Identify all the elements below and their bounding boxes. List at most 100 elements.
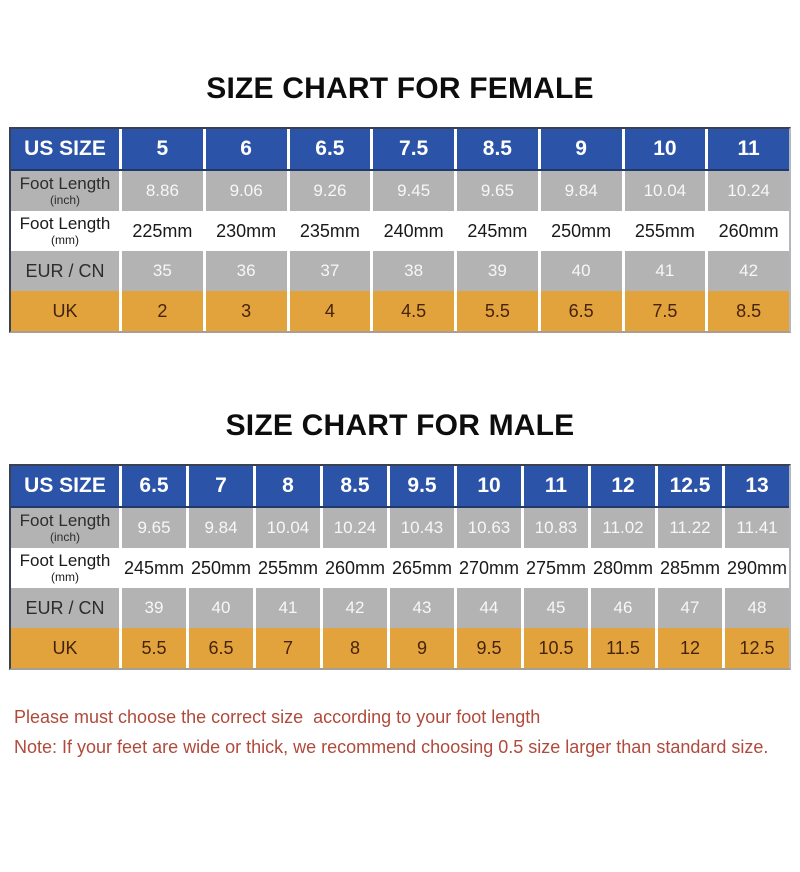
- row-label: Foot Length (inch): [11, 171, 119, 211]
- size-value-cell: 270mm: [454, 548, 521, 588]
- size-value-cell: 5: [119, 129, 203, 169]
- size-value-cell: 10: [454, 466, 521, 506]
- row-label-text: Foot Length: [19, 511, 111, 531]
- size-value-cell: 9.45: [370, 171, 454, 211]
- row-label-text: Foot Length: [19, 551, 111, 571]
- size-value-cell: 10: [621, 129, 706, 169]
- row-label-text: Foot Length: [19, 214, 111, 234]
- size-value-cell: 12: [588, 466, 655, 506]
- size-value-cell: 10.63: [454, 508, 521, 548]
- size-value-cell: 11.02: [588, 508, 655, 548]
- male-size-table: US SIZE 6.5 7 8 8.5 9.5 10 11 12 12.5 13 Foot Lengt…: [9, 464, 791, 670]
- size-value-cell: 10.24: [705, 171, 789, 211]
- table-row-eur-cn: EUR / CN 39 40 41 42 43 44 45 46 47 48: [11, 588, 789, 628]
- size-value-cell: 260mm: [705, 211, 789, 251]
- table-row-uk: UK 2 3 4 4.5 5.5 6.5 7.5 8.5: [11, 291, 789, 331]
- size-value-cell: 11: [705, 129, 789, 169]
- size-value-cell: 290mm: [722, 548, 789, 588]
- size-value-cell: 45: [521, 588, 588, 628]
- size-value-cell: 280mm: [588, 548, 655, 588]
- size-value-cell: 9.06: [202, 171, 287, 211]
- row-label: US SIZE: [11, 466, 119, 506]
- size-value-cell: 245mm: [119, 548, 186, 588]
- size-value-cell: 9.84: [186, 508, 253, 548]
- size-value-cell: 46: [588, 588, 655, 628]
- row-label: Foot Length (mm): [11, 211, 119, 251]
- size-value-cell: 235mm: [286, 211, 371, 251]
- size-value-cell: 7: [253, 628, 320, 668]
- size-value-cell: 10.83: [521, 508, 588, 548]
- row-label: Foot Length (mm): [11, 548, 119, 588]
- size-value-cell: 8: [253, 466, 320, 506]
- size-value-cell: 13: [722, 466, 789, 506]
- size-value-cell: 47: [655, 588, 722, 628]
- male-chart-title: SIZE CHART FOR MALE: [225, 409, 575, 442]
- row-label-text: EUR / CN: [25, 597, 105, 618]
- size-value-cell: 9.65: [119, 508, 186, 548]
- female-chart-title: SIZE CHART FOR FEMALE: [206, 72, 594, 105]
- size-value-cell: 255mm: [621, 211, 706, 251]
- size-chart-page: SIZE CHART FOR FEMALE US SIZE 5 6 6.5 7.5 8.5…: [0, 72, 800, 762]
- size-value-cell: 2: [119, 291, 203, 331]
- table-row-foot-length-mm-: Foot Length (mm) 225mm 230mm 235mm 240mm 245mm…: [11, 211, 789, 251]
- size-value-cell: 9.84: [537, 171, 622, 211]
- size-value-cell: 10.43: [387, 508, 454, 548]
- size-value-cell: 9: [387, 628, 454, 668]
- size-value-cell: 260mm: [320, 548, 387, 588]
- size-value-cell: 12.5: [655, 466, 722, 506]
- size-value-cell: 12.5: [722, 628, 789, 668]
- table-row-foot-length-inch-: Foot Length (inch) 8.86 9.06 9.26 9.45 9.65 9.8…: [11, 171, 789, 211]
- size-value-cell: 11: [521, 466, 588, 506]
- row-label-text: UK: [52, 300, 78, 321]
- row-label: EUR / CN: [11, 251, 119, 291]
- size-value-cell: 48: [722, 588, 789, 628]
- size-value-cell: 37: [286, 251, 371, 291]
- size-value-cell: 9.26: [286, 171, 371, 211]
- size-value-cell: 6.5: [286, 129, 371, 169]
- size-value-cell: 40: [186, 588, 253, 628]
- size-value-cell: 11.41: [722, 508, 789, 548]
- size-value-cell: 9.5: [454, 628, 521, 668]
- size-value-cell: 10.04: [621, 171, 706, 211]
- table-row-foot-length-mm-: Foot Length (mm) 245mm 250mm 255mm 260mm 265mm…: [11, 548, 789, 588]
- size-value-cell: 8.86: [119, 171, 203, 211]
- size-value-cell: 3: [202, 291, 287, 331]
- size-value-cell: 225mm: [119, 211, 203, 251]
- table-row-uk: UK 5.5 6.5 7 8 9 9.5 10.5 11.5 12 12.5: [11, 628, 789, 668]
- notes-section: Please must choose the correct size acco…: [14, 702, 800, 762]
- row-label: UK: [11, 291, 119, 331]
- size-value-cell: 6.5: [537, 291, 622, 331]
- size-value-cell: 7.5: [621, 291, 706, 331]
- size-value-cell: 10.5: [521, 628, 588, 668]
- note-wide-feet: Note: If your feet are wide or thick, we…: [14, 737, 769, 757]
- size-value-cell: 36: [202, 251, 287, 291]
- size-value-cell: 285mm: [655, 548, 722, 588]
- table-row-us-size: US SIZE 6.5 7 8 8.5 9.5 10 11 12 12.5 13: [11, 466, 789, 508]
- size-value-cell: 4: [286, 291, 371, 331]
- size-value-cell: 265mm: [387, 548, 454, 588]
- table-row-us-size: US SIZE 5 6 6.5 7.5 8.5 9 10 11: [11, 129, 789, 171]
- size-value-cell: 12: [655, 628, 722, 668]
- size-value-cell: 6.5: [119, 466, 186, 506]
- row-label-text: Foot Length: [19, 174, 111, 194]
- row-label: Foot Length (inch): [11, 508, 119, 548]
- size-value-cell: 8.5: [705, 291, 789, 331]
- size-value-cell: 44: [454, 588, 521, 628]
- size-value-cell: 5.5: [119, 628, 186, 668]
- row-label-text: EUR / CN: [25, 260, 105, 281]
- size-value-cell: 11.22: [655, 508, 722, 548]
- size-value-cell: 41: [253, 588, 320, 628]
- size-value-cell: 39: [454, 251, 538, 291]
- size-value-cell: 250mm: [186, 548, 253, 588]
- row-label-text: US SIZE: [24, 473, 106, 497]
- size-value-cell: 7.5: [370, 129, 454, 169]
- size-value-cell: 10.24: [320, 508, 387, 548]
- row-label: EUR / CN: [11, 588, 119, 628]
- row-label-unit: (mm): [51, 233, 79, 248]
- size-value-cell: 35: [119, 251, 203, 291]
- size-value-cell: 39: [119, 588, 186, 628]
- table-row-foot-length-inch-: Foot Length (inch) 9.65 9.84 10.04 10.24 10.43…: [11, 508, 789, 548]
- size-value-cell: 250mm: [537, 211, 622, 251]
- row-label-unit: (inch): [49, 530, 80, 545]
- size-value-cell: 10.04: [253, 508, 320, 548]
